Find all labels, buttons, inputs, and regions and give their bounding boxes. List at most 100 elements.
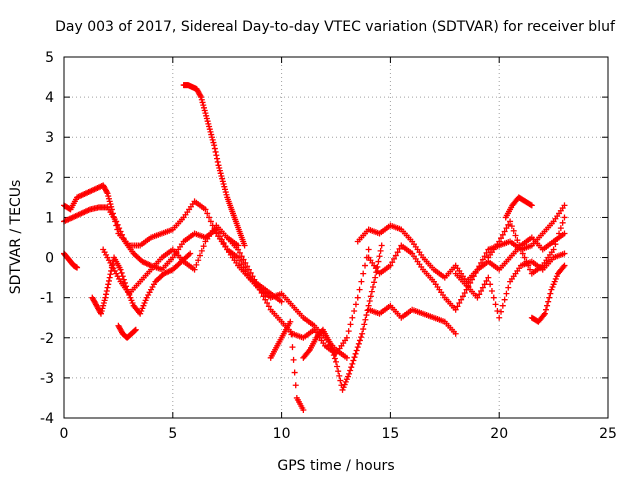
data-point [505, 221, 512, 228]
data-point [527, 266, 534, 273]
data-point [544, 302, 551, 309]
data-point [546, 294, 553, 301]
data-point [291, 369, 298, 376]
data-point [481, 253, 488, 260]
data-point [499, 231, 506, 238]
data-point [247, 269, 254, 276]
data-point [212, 148, 219, 155]
data-point [492, 301, 499, 308]
data-point [265, 303, 272, 310]
data-point [550, 246, 557, 253]
data-point [187, 250, 194, 257]
data-point [255, 283, 262, 290]
data-point [105, 281, 112, 288]
data-point [101, 297, 108, 304]
series-sat-e [115, 322, 139, 341]
data-point [97, 310, 104, 317]
data-point [105, 277, 112, 284]
data-point [193, 261, 200, 268]
data-point [198, 96, 205, 103]
y-tick-label: 0 [45, 251, 54, 267]
data-point [221, 183, 228, 190]
data-point [113, 218, 120, 225]
data-point [376, 253, 383, 260]
data-point [472, 269, 479, 276]
x-tick-label: 25 [599, 426, 617, 442]
data-point [238, 261, 245, 268]
series-sat-q [485, 214, 568, 277]
data-point [195, 257, 202, 264]
data-point [478, 287, 485, 294]
data-point [512, 232, 519, 239]
data-point [561, 230, 568, 237]
data-point [138, 308, 145, 315]
data-point [278, 298, 285, 305]
data-point [289, 344, 296, 351]
data-point [354, 344, 361, 351]
data-point [120, 276, 127, 283]
data-point [242, 259, 249, 266]
data-point [333, 358, 339, 365]
data-point [216, 233, 223, 240]
data-point [476, 291, 483, 298]
data-point [548, 286, 555, 293]
data-point [129, 300, 136, 307]
data-point [197, 92, 204, 99]
data-point [137, 310, 144, 317]
data-point [337, 377, 344, 384]
data-point [351, 354, 358, 361]
data-point [200, 104, 207, 111]
data-point [496, 238, 503, 245]
data-point [525, 262, 532, 269]
data-point [561, 250, 568, 257]
data-point [378, 242, 385, 249]
data-point [360, 270, 367, 277]
series-sat-b [61, 204, 285, 305]
data-point [392, 252, 399, 259]
data-point [521, 254, 528, 261]
data-point [207, 218, 214, 225]
data-point [356, 337, 363, 344]
data-point [206, 214, 213, 221]
data-points [61, 82, 568, 413]
data-point [219, 175, 226, 182]
data-point [349, 360, 356, 367]
data-point [343, 354, 350, 361]
data-point [367, 293, 374, 300]
data-point [105, 193, 112, 200]
data-point [368, 288, 375, 295]
data-point [545, 298, 552, 305]
data-point [452, 306, 459, 313]
data-point [499, 302, 506, 309]
data-point [105, 195, 112, 202]
data-point [222, 243, 229, 250]
data-point [202, 110, 209, 117]
data-point [456, 300, 463, 307]
data-point [206, 126, 213, 133]
data-point [235, 246, 242, 253]
data-point [214, 158, 221, 165]
data-point [391, 255, 398, 262]
data-point [366, 298, 373, 305]
data-point [339, 386, 346, 393]
data-point [142, 297, 149, 304]
grid-lines [64, 57, 608, 418]
data-point [331, 355, 338, 362]
data-point [552, 275, 559, 282]
data-point [396, 245, 403, 252]
data-point [292, 382, 299, 389]
data-point [119, 231, 126, 238]
data-point [206, 123, 213, 130]
data-point [102, 294, 109, 301]
data-point [554, 235, 561, 242]
data-point [553, 273, 560, 280]
series-sat-m [365, 302, 459, 337]
data-point [104, 190, 111, 197]
data-point [107, 271, 114, 278]
data-point [288, 331, 295, 338]
data-point [351, 308, 358, 315]
data-point [251, 276, 258, 283]
data-point [355, 340, 362, 347]
data-point [557, 225, 564, 232]
data-point [202, 206, 209, 213]
